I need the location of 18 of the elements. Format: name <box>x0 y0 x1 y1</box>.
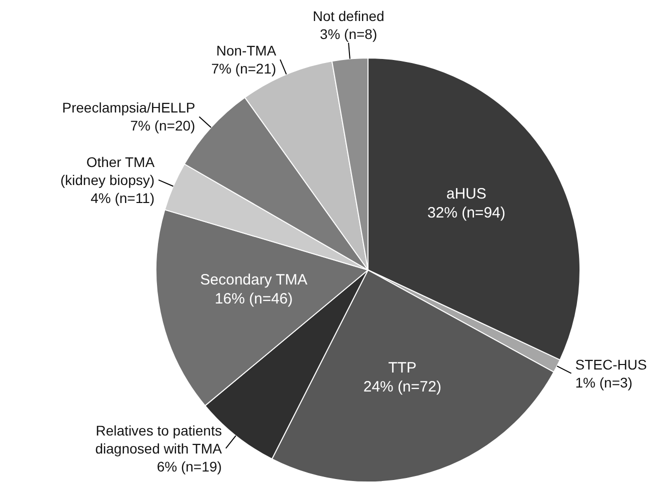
data-label: 1% (n=3) <box>575 374 632 390</box>
slice-label: Relatives to patients diagnosed with TMA <box>95 422 222 456</box>
data-label: 32% (n=94) <box>427 204 506 222</box>
data-label: 16% (n=46) <box>214 290 293 308</box>
data-label: 4% (n=11) <box>90 190 155 206</box>
data-label: 24% (n=72) <box>363 378 442 396</box>
slice-label: aHUS <box>446 185 486 202</box>
data-label: 3% (n=8) <box>320 26 378 42</box>
slice-label: Non-TMA <box>216 42 277 59</box>
slice-label: Preeclampsia/HELLP <box>62 100 196 116</box>
data-label: 7% (n=20) <box>130 118 196 134</box>
slice-label: Not defined <box>312 8 384 24</box>
slice-label: STEC-HUS <box>575 356 647 372</box>
slice-label: Secondary TMA <box>200 272 308 289</box>
slice-label: Other TMA (kidney biopsy) <box>60 154 156 188</box>
slice-label: TTP <box>388 359 417 376</box>
data-label: 6% (n=19) <box>156 458 222 474</box>
data-label: 7% (n=21) <box>211 60 276 77</box>
